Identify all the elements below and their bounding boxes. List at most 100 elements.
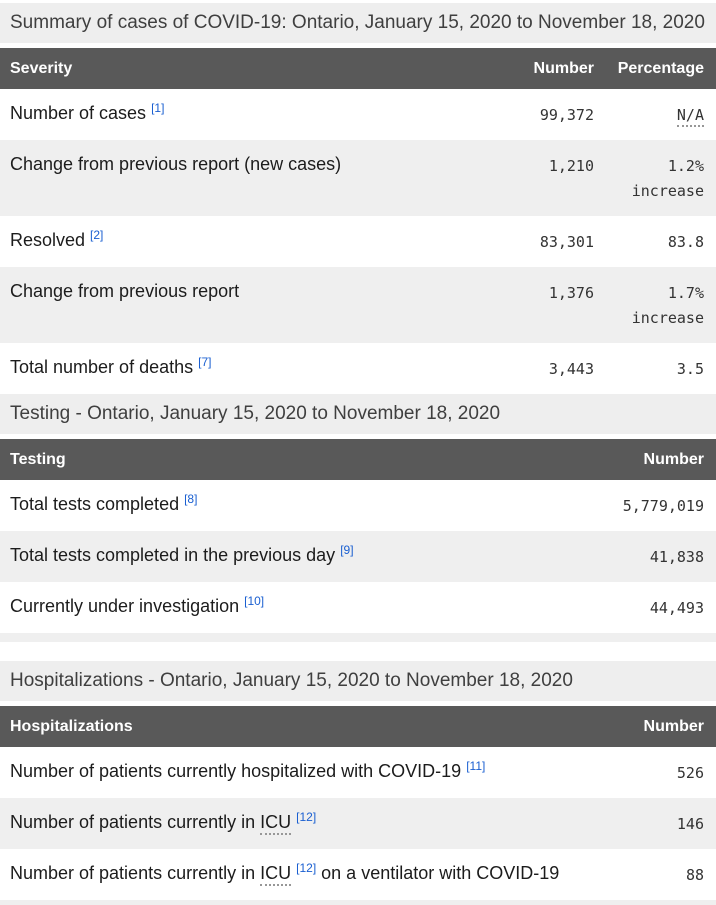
number-cell: 41,838 (649, 548, 704, 566)
text-segment: Total number of deaths (10, 357, 199, 377)
text-segment: Resolved (10, 230, 91, 250)
percentage-cell: 1.2% increase (606, 140, 716, 216)
table-row: Number of cases [1] 99,372 N/A (0, 89, 716, 140)
percentage-cell: 1.7% increase (606, 267, 716, 343)
footnote-sup: [1] (151, 101, 164, 115)
footnote-sup: [10] (244, 594, 264, 608)
number-cell: 44,493 (649, 599, 704, 617)
table-caption: Testing - Ontario, January 15, 2020 to N… (0, 394, 716, 434)
footnote-link[interactable]: [12] (296, 861, 317, 875)
column-header-testing: Testing (0, 439, 584, 480)
footnote-link[interactable]: [7] (198, 355, 212, 369)
table-row: Currently under investigation [10] 44,493 (0, 582, 716, 633)
column-header-percentage: Percentage (606, 48, 716, 89)
row-label-cell: Number of patients currently hospitalize… (0, 747, 584, 798)
footnote-link[interactable]: [1] (151, 101, 165, 115)
abbreviation[interactable]: ICU (260, 863, 292, 886)
text-segment: on a ventilator with COVID-19 (316, 863, 560, 883)
footnote-link[interactable]: [2] (90, 228, 104, 242)
table-row: Change from previous report (new cases) 1… (0, 140, 716, 216)
table-row: Resolved [2] 83,301 83.8 (0, 216, 716, 267)
column-header-number: Number (584, 439, 716, 480)
table-row: Total tests completed [8] 5,779,019 (0, 480, 716, 531)
percentage-cell: N/A (606, 89, 716, 140)
text-segment: Number of patients currently in (10, 863, 261, 883)
row-label-cell: Resolved [2] (0, 216, 484, 267)
text-segment: Total tests completed (10, 494, 185, 514)
text-segment: Number of patients currently hospitalize… (10, 761, 467, 781)
row-label-cell: Currently under investigation [10] (0, 582, 584, 633)
row-label-cell: Total number of deaths [7] (0, 343, 484, 394)
number-cell: 83,301 (539, 233, 594, 251)
testing-section: Testing - Ontario, January 15, 2020 to N… (0, 394, 716, 633)
row-label-cell: Number of patients currently in ICU [12]… (0, 849, 584, 900)
header-row: Severity Number Percentage (0, 48, 716, 89)
text-segment: increase (631, 182, 704, 200)
testing-table: Testing Number Total tests completed [8] 5,… (0, 439, 716, 633)
column-header-hospitalizations: Hospitalizations (0, 706, 584, 747)
row-label-cell: Number of patients currently in ICU [12] (0, 798, 584, 849)
footnote-link[interactable]: [9] (340, 543, 354, 557)
number-cell: 99,372 (539, 106, 594, 124)
abbreviation[interactable]: ICU (260, 812, 292, 835)
text-segment: 83.8 (667, 233, 704, 251)
footnote-sup: [7] (198, 355, 211, 369)
abbreviation[interactable]: N/A (676, 106, 704, 127)
header-row: Hospitalizations Number (0, 706, 716, 747)
text-segment: Number of cases (10, 103, 152, 123)
column-header-number: Number (584, 706, 716, 747)
table-row: Total number of deaths [7] 3,443 3.5 (0, 343, 716, 394)
table-bottom-strip (0, 900, 716, 905)
row-label-cell: Change from previous report (0, 267, 484, 343)
number-cell: 1,210 (548, 157, 594, 175)
footnote-sup: [11] (466, 759, 485, 773)
number-cell: 526 (676, 764, 704, 782)
table-row: Number of patients currently in ICU [12]… (0, 849, 716, 900)
footnote-link[interactable]: [8] (184, 492, 198, 506)
cases-section: Summary of cases of COVID-19: Ontario, J… (0, 3, 716, 394)
hospitalizations-section: Hospitalizations - Ontario, January 15, … (0, 661, 716, 900)
cases-table: Severity Number Percentage Number of cases … (0, 48, 716, 394)
row-label-cell: Total tests completed [8] (0, 480, 584, 531)
column-header-severity: Severity (0, 48, 484, 89)
footnote-sup: [12] (296, 861, 316, 875)
text-segment: Currently under investigation (10, 596, 245, 616)
row-label-cell: Change from previous report (new cases) (0, 140, 484, 216)
text-segment: Change from previous report (10, 281, 240, 301)
table-row: Total tests completed in the previous da… (0, 531, 716, 582)
row-label-cell: Total tests completed in the previous da… (0, 531, 584, 582)
table-row: Number of patients currently hospitalize… (0, 747, 716, 798)
text-segment: increase (631, 309, 704, 327)
number-cell: 5,779,019 (622, 497, 704, 515)
percentage-cell: 83.8 (606, 216, 716, 267)
number-cell: 3,443 (548, 360, 594, 378)
section-gap (0, 642, 716, 661)
number-cell: 146 (676, 815, 704, 833)
footnote-sup: [2] (90, 228, 103, 242)
text-segment: Change from previous report (new cases) (10, 154, 342, 174)
table-row: Number of patients currently in ICU [12]… (0, 798, 716, 849)
footnote-link[interactable]: [10] (244, 594, 265, 608)
text-segment: 3.5 (676, 360, 704, 378)
table-caption: Summary of cases of COVID-19: Ontario, J… (0, 3, 716, 43)
footnote-sup: [9] (340, 543, 353, 557)
footnote-sup: [8] (184, 492, 197, 506)
text-segment: Number of patients currently in (10, 812, 261, 832)
table-bottom-strip (0, 633, 716, 642)
table-caption: Hospitalizations - Ontario, January 15, … (0, 661, 716, 701)
text-segment: 1.7% (667, 284, 704, 302)
text-segment: Total tests completed in the previous da… (10, 545, 341, 565)
header-row: Testing Number (0, 439, 716, 480)
footnote-link[interactable]: [11] (466, 759, 486, 773)
footnote-link[interactable]: [12] (296, 810, 317, 824)
column-header-number: Number (484, 48, 606, 89)
table-row: Change from previous report 1,376 1.7% incr… (0, 267, 716, 343)
row-label-cell: Number of cases [1] (0, 89, 484, 140)
hospitalizations-table: Hospitalizations Number Number of patients… (0, 706, 716, 900)
number-cell: 88 (685, 866, 704, 884)
number-cell: 1,376 (548, 284, 594, 302)
text-segment: 1.2% (667, 157, 704, 175)
percentage-cell: 3.5 (606, 343, 716, 394)
footnote-sup: [12] (296, 810, 316, 824)
